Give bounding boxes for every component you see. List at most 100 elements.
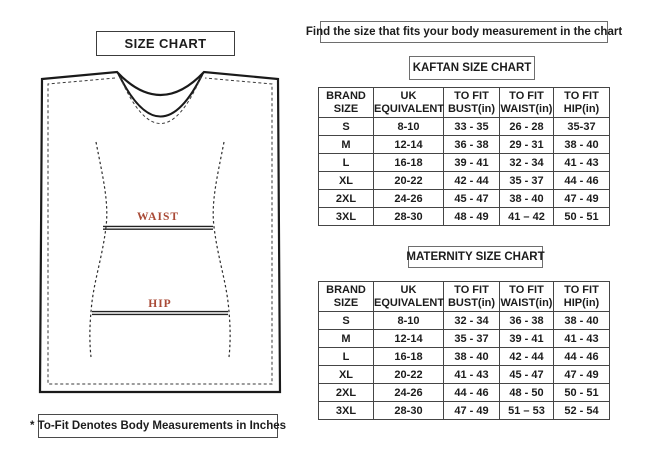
table-cell: 2XL [318, 383, 374, 402]
table-cell: 50 - 51 [553, 207, 610, 226]
table-row: XL 20-22 42 - 44 35 - 37 44 - 46 [318, 171, 610, 190]
table-cell: 45 - 47 [443, 189, 500, 208]
table-cell: 16-18 [373, 347, 444, 366]
table-row: 2XL 24-26 45 - 47 38 - 40 47 - 49 [318, 189, 610, 208]
body-silhouette-left [89, 141, 108, 358]
table-cell: 38 - 40 [443, 347, 500, 366]
footnote: * To-Fit Denotes Body Measurements in In… [30, 414, 286, 438]
table-cell: 39 - 41 [499, 329, 554, 348]
column-header: BRAND SIZE [318, 87, 374, 118]
neckline-inner-curve [117, 72, 204, 118]
table-cell: L [318, 153, 374, 172]
table-cell: 8-10 [373, 117, 444, 136]
table-cell: 28-30 [373, 401, 444, 420]
header-row: BRAND SIZE UK EQUIVALENT TO FIT BUST(in) TO… [318, 87, 610, 118]
table-cell: 51 – 53 [499, 401, 554, 420]
table-cell: S [318, 117, 374, 136]
table-cell: 36 - 38 [443, 135, 500, 154]
column-header: BRAND SIZE [318, 281, 374, 312]
table-cell: 45 - 47 [499, 365, 554, 384]
table-cell: 2XL [318, 189, 374, 208]
table-cell: 41 – 42 [499, 207, 554, 226]
column-header: UK EQUIVALENT [373, 87, 444, 118]
garment-outline [38, 70, 282, 394]
table-cell: 24-26 [373, 189, 444, 208]
kaftan-table-title: KAFTAN SIZE CHART [409, 56, 535, 80]
column-header: TO FIT HIP(in) [553, 87, 610, 118]
header-row: BRAND SIZE UK EQUIVALENT TO FIT BUST(in) TO… [318, 281, 610, 312]
table-cell: 47 - 49 [443, 401, 500, 420]
table-cell: 35-37 [553, 117, 610, 136]
waist-label: WAIST [137, 211, 179, 223]
table-cell: 39 - 41 [443, 153, 500, 172]
table-cell: 44 - 46 [553, 171, 610, 190]
table-cell: 47 - 49 [553, 189, 610, 208]
table-cell: S [318, 311, 374, 330]
kaftan-diagram: WAIST HIP [38, 70, 282, 394]
table-row: 3XL 28-30 47 - 49 51 – 53 52 - 54 [318, 401, 610, 420]
table-cell: 3XL [318, 401, 374, 420]
table-cell: L [318, 347, 374, 366]
table-cell: 36 - 38 [499, 311, 554, 330]
table-cell: 24-26 [373, 383, 444, 402]
maternity-table-title: MATERNITY SIZE CHART [406, 246, 545, 268]
table-cell: 35 - 37 [499, 171, 554, 190]
table-cell: XL [318, 365, 374, 384]
table-row: M 12-14 35 - 37 39 - 41 41 - 43 [318, 329, 610, 348]
waist-measure-line [103, 225, 213, 230]
table-row: M 12-14 36 - 38 29 - 31 38 - 40 [318, 135, 610, 154]
table-cell: 42 - 44 [443, 171, 500, 190]
table-cell: 41 - 43 [553, 329, 610, 348]
table-cell: 16-18 [373, 153, 444, 172]
table-cell: 12-14 [373, 135, 444, 154]
table-cell: 33 - 35 [443, 117, 500, 136]
body-silhouette-right [212, 141, 231, 358]
table-cell: 38 - 40 [499, 189, 554, 208]
hip-label: HIP [148, 298, 171, 310]
table-cell: 38 - 40 [553, 135, 610, 154]
table-cell: M [318, 329, 374, 348]
table-cell: 8-10 [373, 311, 444, 330]
table-cell: 52 - 54 [553, 401, 610, 420]
table-cell: 32 - 34 [443, 311, 500, 330]
table-cell: 48 - 49 [443, 207, 500, 226]
maternity-size-table: BRAND SIZE UK EQUIVALENT TO FIT BUST(in) TO… [318, 281, 610, 420]
table-row: 3XL 28-30 48 - 49 41 – 42 50 - 51 [318, 207, 610, 226]
table-cell: 26 - 28 [499, 117, 554, 136]
column-header: UK EQUIVALENT [373, 281, 444, 312]
table-cell: 42 - 44 [499, 347, 554, 366]
instruction-banner: Find the size that fits your body measur… [306, 21, 622, 43]
hip-measure-line [92, 310, 228, 316]
table-row: S 8-10 33 - 35 26 - 28 35-37 [318, 117, 610, 136]
table-cell: 48 - 50 [499, 383, 554, 402]
table-cell: 3XL [318, 207, 374, 226]
column-header: TO FIT BUST(in) [443, 87, 500, 118]
table-cell: 32 - 34 [499, 153, 554, 172]
table-cell: 50 - 51 [553, 383, 610, 402]
table-cell: 41 - 43 [443, 365, 500, 384]
table-cell: 44 - 46 [443, 383, 500, 402]
table-cell: 44 - 46 [553, 347, 610, 366]
kaftan-size-table: BRAND SIZE UK EQUIVALENT TO FIT BUST(in) TO… [318, 87, 610, 226]
table-cell: 38 - 40 [553, 311, 610, 330]
table-cell: 41 - 43 [553, 153, 610, 172]
column-header: TO FIT WAIST(in) [499, 281, 554, 312]
table-cell: XL [318, 171, 374, 190]
table-cell: 47 - 49 [553, 365, 610, 384]
table-row: S 8-10 32 - 34 36 - 38 38 - 40 [318, 311, 610, 330]
table-row: 2XL 24-26 44 - 46 48 - 50 50 - 51 [318, 383, 610, 402]
table-cell: 12-14 [373, 329, 444, 348]
table-row: L 16-18 38 - 40 42 - 44 44 - 46 [318, 347, 610, 366]
table-cell: 29 - 31 [499, 135, 554, 154]
table-cell: M [318, 135, 374, 154]
table-cell: 35 - 37 [443, 329, 500, 348]
table-row: XL 20-22 41 - 43 45 - 47 47 - 49 [318, 365, 610, 384]
table-cell: 28-30 [373, 207, 444, 226]
column-header: TO FIT WAIST(in) [499, 87, 554, 118]
table-cell: 20-22 [373, 171, 444, 190]
hem-stitch-line [47, 77, 273, 385]
column-header: TO FIT HIP(in) [553, 281, 610, 312]
table-cell: 20-22 [373, 365, 444, 384]
column-header: TO FIT BUST(in) [443, 281, 500, 312]
page-title: SIZE CHART [96, 31, 235, 56]
